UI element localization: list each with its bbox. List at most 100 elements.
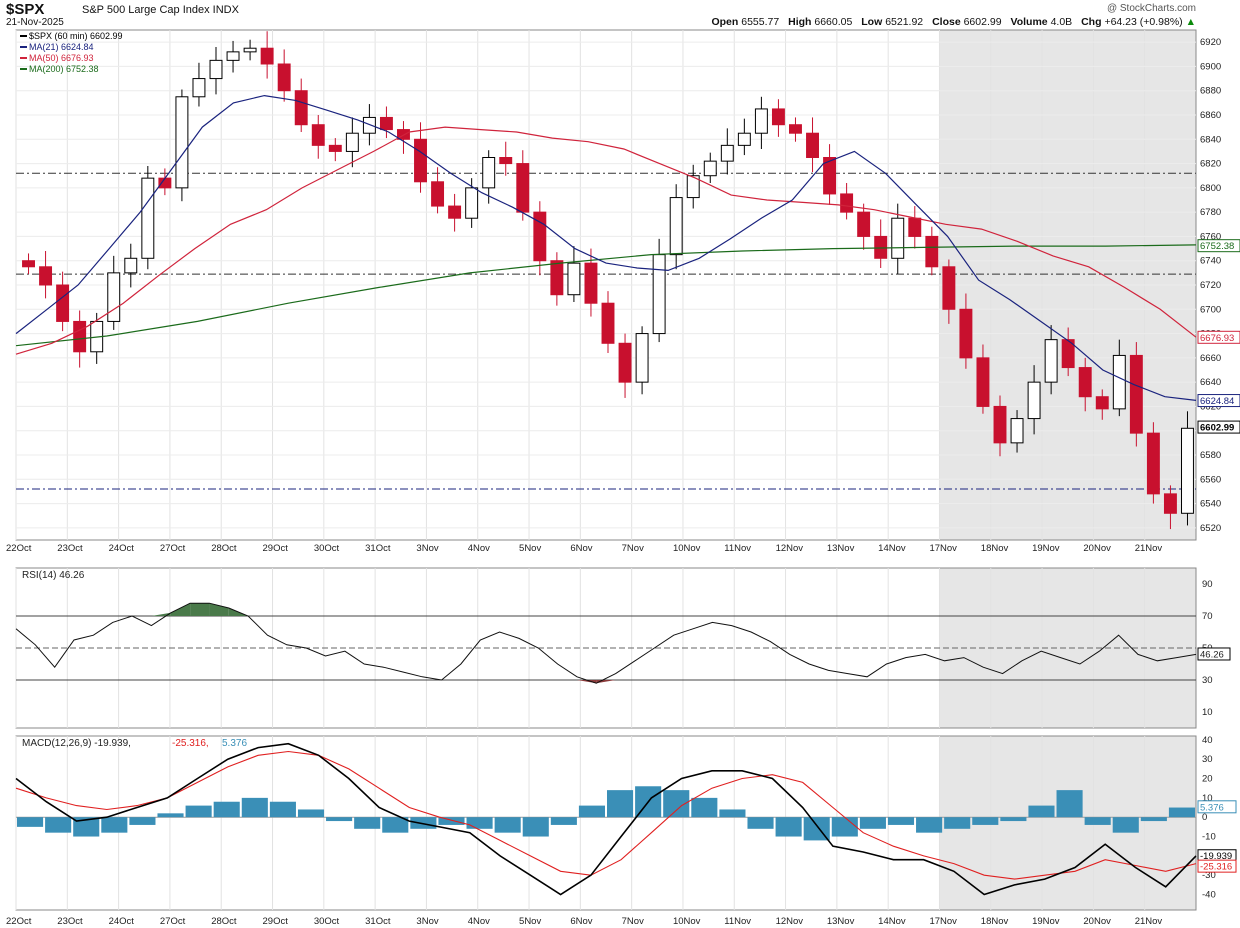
candle-body xyxy=(499,157,513,165)
macd-hist-bar xyxy=(916,817,943,833)
rsi-tag-box xyxy=(1197,647,1231,661)
macd-tick-label: 10 xyxy=(1202,793,1213,804)
rsi-tick-label: 30 xyxy=(1202,675,1213,686)
macd-hist-bar xyxy=(1112,817,1139,833)
candle-body xyxy=(652,254,666,335)
macd-tick-label: 40 xyxy=(1202,735,1213,746)
date-label-top: 20Nov xyxy=(1083,543,1111,554)
macd-hist-bar xyxy=(719,809,746,818)
macd-hist-bar xyxy=(691,797,718,818)
macd-hist-bar xyxy=(185,805,212,818)
macd-tag-box-2 xyxy=(1197,859,1237,873)
price-tick-label: 6540 xyxy=(1200,499,1221,510)
macd-hist-bar xyxy=(775,817,802,837)
candle-body xyxy=(1181,427,1194,514)
candle-body xyxy=(857,211,871,237)
date-label-top: 29Oct xyxy=(263,543,289,554)
date-label-bottom: 12Nov xyxy=(776,916,804,927)
chart-date: 21-Nov-2025 xyxy=(6,17,64,28)
candle-body xyxy=(448,205,462,219)
macd-hist-bar xyxy=(157,813,184,818)
price-tick-label: 6660 xyxy=(1200,353,1221,364)
date-label-bottom: 13Nov xyxy=(827,916,855,927)
candle-body xyxy=(1010,418,1024,444)
ohlc-readout: Open 6555.77 High 6660.05 Low 6521.92 Cl… xyxy=(711,16,1196,28)
price-tick-label: 6880 xyxy=(1200,86,1221,97)
candle-body xyxy=(1146,432,1160,495)
date-label-top: 27Oct xyxy=(160,543,186,554)
candle-body xyxy=(771,108,785,126)
macd-hist-bar xyxy=(1028,805,1055,818)
date-label-top: 4Nov xyxy=(468,543,490,554)
candle-body xyxy=(39,266,53,286)
candle-body xyxy=(1078,367,1092,398)
ma50-tag: 6676.93 xyxy=(1200,333,1234,344)
date-label-bottom: 17Nov xyxy=(929,916,957,927)
date-label-top: 10Nov xyxy=(673,543,701,554)
macd-hist-bar xyxy=(101,817,128,833)
price-tick-label: 6640 xyxy=(1200,377,1221,388)
date-label-top: 18Nov xyxy=(981,543,1009,554)
rsi-tick-label: 90 xyxy=(1202,579,1213,590)
macd-hist-bar xyxy=(213,801,240,818)
ma50-tag-box xyxy=(1197,330,1240,344)
rsi-label: RSI(14) 46.26 xyxy=(22,570,85,581)
macd-hist-bar xyxy=(438,817,465,825)
macd-hist-bar xyxy=(382,817,409,833)
date-label-top: 6Nov xyxy=(570,543,592,554)
macd-hist-bar xyxy=(269,801,296,818)
candle-body xyxy=(1044,339,1058,383)
date-label-bottom: 28Oct xyxy=(211,916,237,927)
brand-label: @ StockCharts.com xyxy=(1106,3,1196,14)
macd-hist-bar xyxy=(326,817,353,822)
date-label-bottom: 6Nov xyxy=(570,916,592,927)
candle-body xyxy=(141,177,155,259)
price-tick-label: 6560 xyxy=(1200,474,1221,485)
candle-body xyxy=(669,197,683,256)
price-tick-label: 6900 xyxy=(1200,61,1221,72)
candle-body xyxy=(192,78,206,98)
candle-body xyxy=(73,320,87,353)
date-label-top: 31Oct xyxy=(365,543,391,554)
date-label-bottom: 22Oct xyxy=(6,916,32,927)
macd-hist-bar xyxy=(1084,817,1111,825)
candle-body xyxy=(618,342,632,383)
candle-body xyxy=(891,217,905,259)
macd-hist-bar xyxy=(1168,807,1195,818)
rsi-tick-label: 10 xyxy=(1202,707,1213,718)
candle-body xyxy=(482,157,496,189)
macd-hist-bar xyxy=(831,817,858,837)
candle-body xyxy=(226,51,240,61)
candle-body xyxy=(379,116,393,131)
legend-entry: MA(50) 6676.93 xyxy=(29,53,94,63)
rsi-tick-label: 70 xyxy=(1202,611,1213,622)
date-label-bottom: 14Nov xyxy=(878,916,906,927)
candle-body xyxy=(260,47,274,65)
date-label-top: 12Nov xyxy=(776,543,804,554)
price-tick-label: 6860 xyxy=(1200,110,1221,121)
macd-hist-bar xyxy=(607,790,634,818)
date-label-bottom: 21Nov xyxy=(1135,916,1163,927)
last-close-tag-box xyxy=(1197,420,1240,434)
date-label-bottom: 11Nov xyxy=(724,916,751,927)
date-label-bottom: 24Oct xyxy=(109,916,135,927)
date-label-top: 7Nov xyxy=(622,543,644,554)
date-label-bottom: 10Nov xyxy=(673,916,701,927)
candle-body xyxy=(22,260,35,268)
symbol-description: S&P 500 Large Cap Index INDX xyxy=(82,4,239,16)
macd-hist-bar xyxy=(859,817,886,829)
candle-body xyxy=(720,144,734,162)
legend-entry: $SPX (60 min) 6602.99 xyxy=(29,31,123,41)
macd-hist-bar xyxy=(887,817,915,825)
date-label-top: 22Oct xyxy=(6,543,32,554)
date-label-top: 13Nov xyxy=(827,543,855,554)
date-label-bottom: 4Nov xyxy=(468,916,490,927)
macd-hist-bar xyxy=(550,817,577,825)
rsi-overbought-fill xyxy=(190,603,210,616)
macd-tick-label: -10 xyxy=(1202,832,1216,843)
weekly-shade-1 xyxy=(939,568,1196,728)
candle-body xyxy=(584,262,598,304)
candle-body xyxy=(311,124,325,146)
ma200-tag: 6752.38 xyxy=(1200,241,1234,252)
